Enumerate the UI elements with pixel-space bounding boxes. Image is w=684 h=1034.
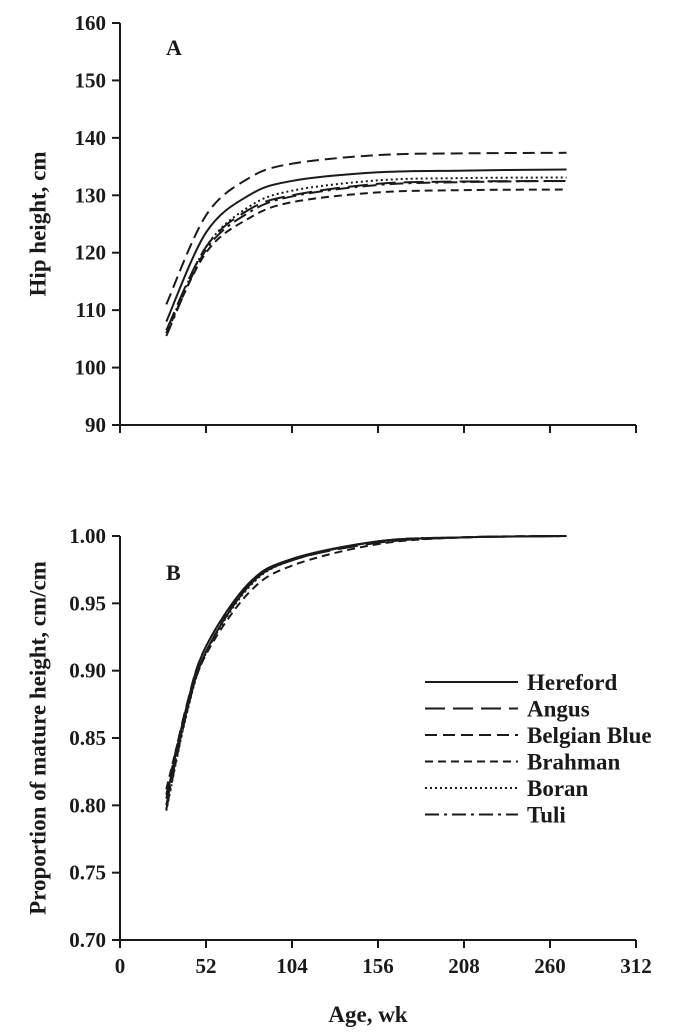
panel-b-series xyxy=(165,535,567,811)
x-axis-title: Age, wk xyxy=(328,1002,407,1027)
legend-label-boran: Boran xyxy=(527,776,589,801)
legend-label-brahman: Brahman xyxy=(527,750,621,775)
panel-a-y-tick-label: 110 xyxy=(76,298,106,322)
panel-b-axes: 0.70 0.75 0.80 0.85 0.90 0.95 1.00 0 52 104 156 208… xyxy=(69,524,652,978)
panel-a-y-tick-label: 150 xyxy=(75,68,107,92)
legend-label-tuli: Tuli xyxy=(527,803,566,828)
panel-a-series-angus xyxy=(165,179,567,331)
panel-b-y-tick-label: 0.95 xyxy=(69,591,106,615)
panel-a-series xyxy=(165,151,567,337)
panel-b-y-tick-label: 0.75 xyxy=(69,861,106,885)
legend-label-angus: Angus xyxy=(527,697,590,722)
panel-b-x-tick-label: 104 xyxy=(276,954,308,978)
panel-b-y-tick-label: 0.70 xyxy=(69,928,106,952)
panel-a-series-belgian-blue xyxy=(165,151,567,305)
panel-a-series-hereford xyxy=(165,168,567,323)
panel-b-x-tick-label: 0 xyxy=(115,954,126,978)
panel-b-series-hereford xyxy=(165,535,567,799)
panel-b-x-tick-label: 208 xyxy=(448,954,480,978)
panel-b-x-tick-label: 312 xyxy=(620,954,652,978)
panel-a-label: A xyxy=(166,35,182,60)
panel-b-series-belgian-blue xyxy=(165,535,567,795)
panel-a-y-tick-label: 90 xyxy=(85,413,106,437)
panel-b-y-axis-title: Proportion of mature height, cm/cm xyxy=(25,561,50,915)
panel-a-y-tick-label: 140 xyxy=(75,126,107,150)
panel-b-x-tick-label: 52 xyxy=(196,954,217,978)
panel-b-series-brahman xyxy=(165,535,567,790)
panel-a-series-tuli xyxy=(165,179,567,337)
panel-b-series-boran xyxy=(165,535,567,811)
panel-b-series-angus xyxy=(165,535,567,806)
panel-b: 0.70 0.75 0.80 0.85 0.90 0.95 1.00 0 52 104 156 208… xyxy=(25,524,651,1027)
panel-a-y-tick-label: 160 xyxy=(75,11,107,35)
panel-b-y-tick-label: 1.00 xyxy=(69,524,106,548)
panel-b-x-tick-label: 156 xyxy=(362,954,394,978)
legend-label-belgian-blue: Belgian Blue xyxy=(527,723,652,748)
panel-a-y-tick-label: 130 xyxy=(75,183,107,207)
panel-a-series-brahman xyxy=(165,188,567,334)
panel-b-y-tick-label: 0.80 xyxy=(69,793,106,817)
panel-b-series-tuli xyxy=(165,535,567,810)
panel-a-axes: 90 100 110 120 130 140 150 160 xyxy=(75,11,637,437)
legend-label-hereford: Hereford xyxy=(527,670,617,695)
panel-a-series-boran xyxy=(165,176,567,334)
panel-a: 90 100 110 120 130 140 150 160 A Hip height, cm xyxy=(25,11,637,437)
panel-b-label: B xyxy=(166,560,181,585)
panel-a-y-axis-title: Hip height, cm xyxy=(25,151,50,296)
panel-a-y-tick-label: 120 xyxy=(75,241,107,265)
panel-b-y-tick-label: 0.90 xyxy=(69,659,106,683)
panel-b-x-tick-label: 260 xyxy=(534,954,566,978)
panel-a-y-tick-label: 100 xyxy=(75,356,107,380)
panel-b-y-tick-label: 0.85 xyxy=(69,726,106,750)
